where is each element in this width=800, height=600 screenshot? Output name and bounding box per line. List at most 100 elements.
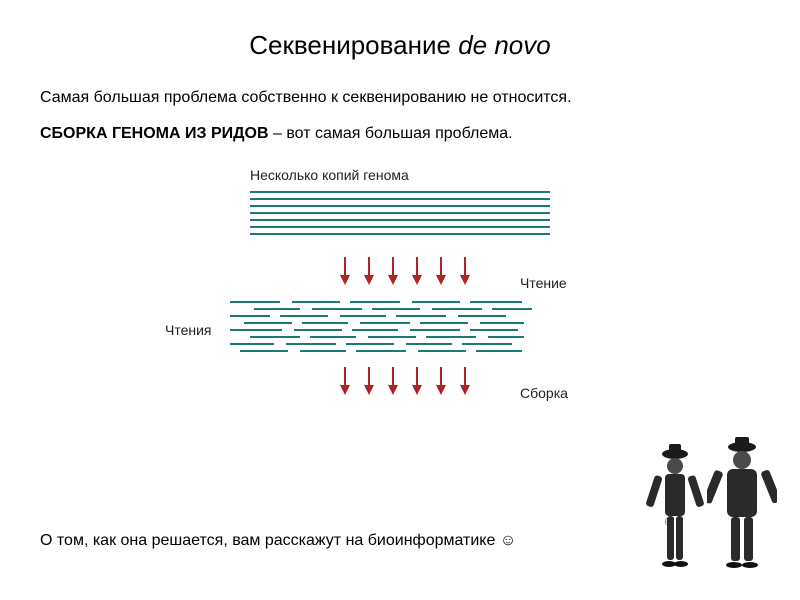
gap (410, 322, 420, 324)
gap (420, 308, 432, 310)
gap (230, 350, 240, 352)
reads-row (230, 336, 570, 338)
gap (280, 301, 292, 303)
read-segment (240, 350, 288, 352)
gap (336, 343, 346, 345)
read-segment (254, 308, 300, 310)
gap (230, 308, 254, 310)
read-segment (302, 322, 348, 324)
gap (460, 301, 470, 303)
read-segment (470, 329, 518, 331)
gap (348, 322, 360, 324)
slide: Секвенирование de novo Самая большая про… (0, 0, 800, 600)
gap (340, 301, 350, 303)
read-segment (432, 308, 482, 310)
para2-rest: – вот самая большая проблема. (269, 125, 513, 142)
read-segment (410, 329, 460, 331)
read-segment (250, 336, 300, 338)
paragraph-1: Самая большая проблема собственно к секв… (40, 89, 760, 107)
read-segment (360, 322, 410, 324)
gap (394, 343, 406, 345)
label-genome-copies: Несколько копий генома (250, 167, 409, 183)
gap (466, 350, 476, 352)
gap (282, 329, 294, 331)
read-segment (230, 301, 280, 303)
gap (288, 350, 300, 352)
gap (446, 315, 458, 317)
arrow-down-icon (388, 367, 398, 395)
gap (476, 336, 488, 338)
arrow-down-icon (364, 257, 374, 285)
arrow-down-icon (412, 257, 422, 285)
read-segment (230, 329, 282, 331)
read-segment (368, 336, 416, 338)
title-em: de novo (458, 30, 551, 60)
read-segment (396, 315, 446, 317)
gap (300, 336, 310, 338)
slide-title: Секвенирование de novo (40, 30, 760, 61)
read-segment (356, 350, 406, 352)
reads-row (230, 308, 570, 310)
arrows-assembly (340, 367, 470, 395)
read-segment (470, 301, 522, 303)
arrow-down-icon (388, 257, 398, 285)
gap (386, 315, 396, 317)
gap (416, 336, 426, 338)
gap (460, 329, 470, 331)
gap (452, 343, 462, 345)
genome-line (250, 226, 550, 228)
read-segment (476, 350, 522, 352)
read-segment (412, 301, 460, 303)
genome-line (250, 198, 550, 200)
read-segment (340, 315, 386, 317)
gap (270, 315, 280, 317)
para2-bold: СБОРКА ГЕНОМА ИЗ РИДОВ (40, 125, 269, 142)
read-segment (480, 322, 524, 324)
gap (468, 322, 480, 324)
read-segment (420, 322, 468, 324)
arrows-reading (340, 257, 470, 285)
genome-lines (250, 191, 550, 240)
label-reads: Чтения (165, 322, 212, 338)
genome-line (250, 205, 550, 207)
decorative-photo (645, 435, 775, 580)
reads-fragments (230, 301, 570, 357)
arrow-down-icon (340, 257, 350, 285)
read-segment (312, 308, 362, 310)
reads-row (230, 343, 570, 345)
genome-line (250, 219, 550, 221)
gap (346, 350, 356, 352)
gap (274, 343, 286, 345)
gap (356, 336, 368, 338)
read-segment (346, 343, 394, 345)
gap (482, 308, 492, 310)
paragraph-2: СБОРКА ГЕНОМА ИЗ РИДОВ – вот самая больш… (40, 125, 760, 143)
read-segment (372, 308, 420, 310)
label-assembly: Сборка (520, 385, 568, 401)
paragraph-3: О том, как она решается, вам расскажут н… (40, 532, 516, 550)
read-segment (462, 343, 512, 345)
read-segment (280, 315, 328, 317)
gap (400, 301, 412, 303)
reads-row (230, 329, 570, 331)
reads-row (230, 301, 570, 303)
arrow-down-icon (364, 367, 374, 395)
read-segment (230, 315, 270, 317)
read-segment (294, 329, 342, 331)
arrow-down-icon (460, 257, 470, 285)
assembly-diagram: Несколько копий генома Чтение Чтения Сбо… (170, 167, 630, 427)
arrow-down-icon (460, 367, 470, 395)
gap (406, 350, 418, 352)
arrow-down-icon (436, 257, 446, 285)
gap (362, 308, 372, 310)
genome-line (250, 212, 550, 214)
read-segment (244, 322, 292, 324)
read-segment (230, 343, 274, 345)
read-segment (492, 308, 532, 310)
read-segment (352, 329, 398, 331)
read-segment (292, 301, 340, 303)
read-segment (406, 343, 452, 345)
reads-row (230, 350, 570, 352)
read-segment (426, 336, 476, 338)
read-segment (418, 350, 466, 352)
